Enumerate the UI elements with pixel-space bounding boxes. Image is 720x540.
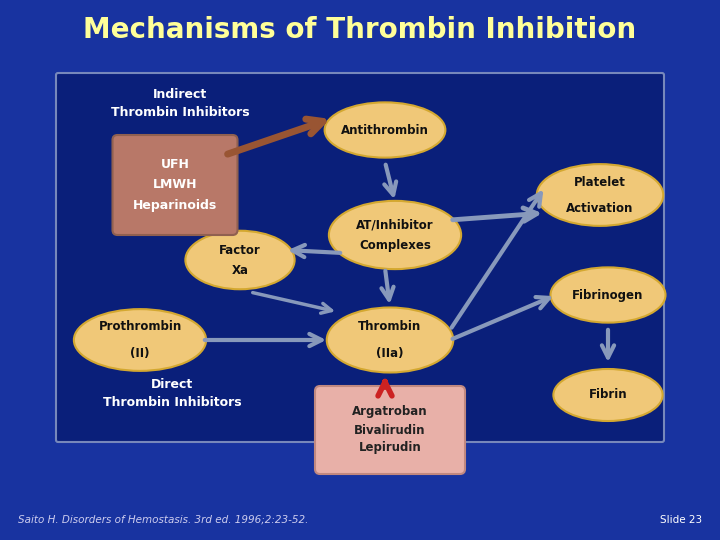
Text: Fibrinogen: Fibrinogen [572, 288, 644, 301]
Text: Activation: Activation [567, 201, 634, 214]
Ellipse shape [74, 309, 206, 371]
Text: Xa: Xa [232, 264, 248, 276]
Text: Platelet: Platelet [574, 176, 626, 188]
Text: Thrombin: Thrombin [359, 321, 422, 334]
Text: Antithrombin: Antithrombin [341, 124, 429, 137]
Text: Thrombin Inhibitors: Thrombin Inhibitors [111, 105, 249, 118]
Ellipse shape [536, 164, 663, 226]
Ellipse shape [185, 231, 294, 289]
Text: Argatroban: Argatroban [352, 406, 428, 419]
Text: Heparinoids: Heparinoids [133, 199, 217, 212]
Text: (II): (II) [130, 347, 150, 360]
Text: Direct: Direct [151, 379, 193, 392]
Text: Slide 23: Slide 23 [660, 515, 702, 525]
Text: Mechanisms of Thrombin Inhibition: Mechanisms of Thrombin Inhibition [84, 16, 636, 44]
Ellipse shape [329, 201, 461, 269]
Ellipse shape [551, 267, 665, 322]
Text: Bivalirudin: Bivalirudin [354, 423, 426, 436]
Text: Thrombin Inhibitors: Thrombin Inhibitors [103, 395, 241, 408]
Ellipse shape [325, 103, 446, 158]
Text: Saito H. Disorders of Hemostasis. 3rd ed. 1996;2:23-52.: Saito H. Disorders of Hemostasis. 3rd ed… [18, 515, 308, 525]
Text: Fibrin: Fibrin [589, 388, 627, 402]
FancyBboxPatch shape [112, 135, 238, 235]
Text: Lepirudin: Lepirudin [359, 442, 421, 455]
Text: (IIa): (IIa) [377, 347, 404, 360]
Text: AT/Inhibitor: AT/Inhibitor [356, 219, 434, 232]
Text: Factor: Factor [219, 244, 261, 256]
Text: Complexes: Complexes [359, 239, 431, 252]
Ellipse shape [554, 369, 662, 421]
Text: Prothrombin: Prothrombin [99, 321, 181, 334]
Text: Indirect: Indirect [153, 89, 207, 102]
Text: LMWH: LMWH [153, 179, 197, 192]
Text: UFH: UFH [161, 159, 189, 172]
FancyBboxPatch shape [315, 386, 465, 474]
Ellipse shape [327, 307, 454, 373]
FancyBboxPatch shape [56, 73, 664, 442]
